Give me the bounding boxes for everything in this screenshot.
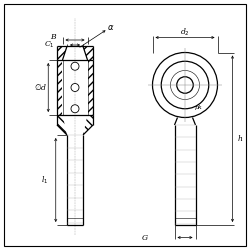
Circle shape xyxy=(170,70,200,100)
Bar xyxy=(57,60,62,115)
Bar xyxy=(88,60,93,115)
Text: l$_1$: l$_1$ xyxy=(41,174,48,186)
Circle shape xyxy=(71,84,79,92)
Circle shape xyxy=(152,52,218,118)
Text: $\alpha$: $\alpha$ xyxy=(107,23,114,32)
Text: B: B xyxy=(50,34,55,42)
Circle shape xyxy=(71,62,79,70)
Text: pk: pk xyxy=(195,105,203,110)
Text: $\varnothing$d: $\varnothing$d xyxy=(34,82,48,92)
Circle shape xyxy=(177,77,193,93)
Text: C$_1$: C$_1$ xyxy=(44,40,55,50)
Text: G: G xyxy=(142,234,148,241)
Circle shape xyxy=(161,61,209,109)
Text: d$_2$: d$_2$ xyxy=(180,26,190,38)
Circle shape xyxy=(71,105,79,113)
Text: h: h xyxy=(238,135,243,143)
